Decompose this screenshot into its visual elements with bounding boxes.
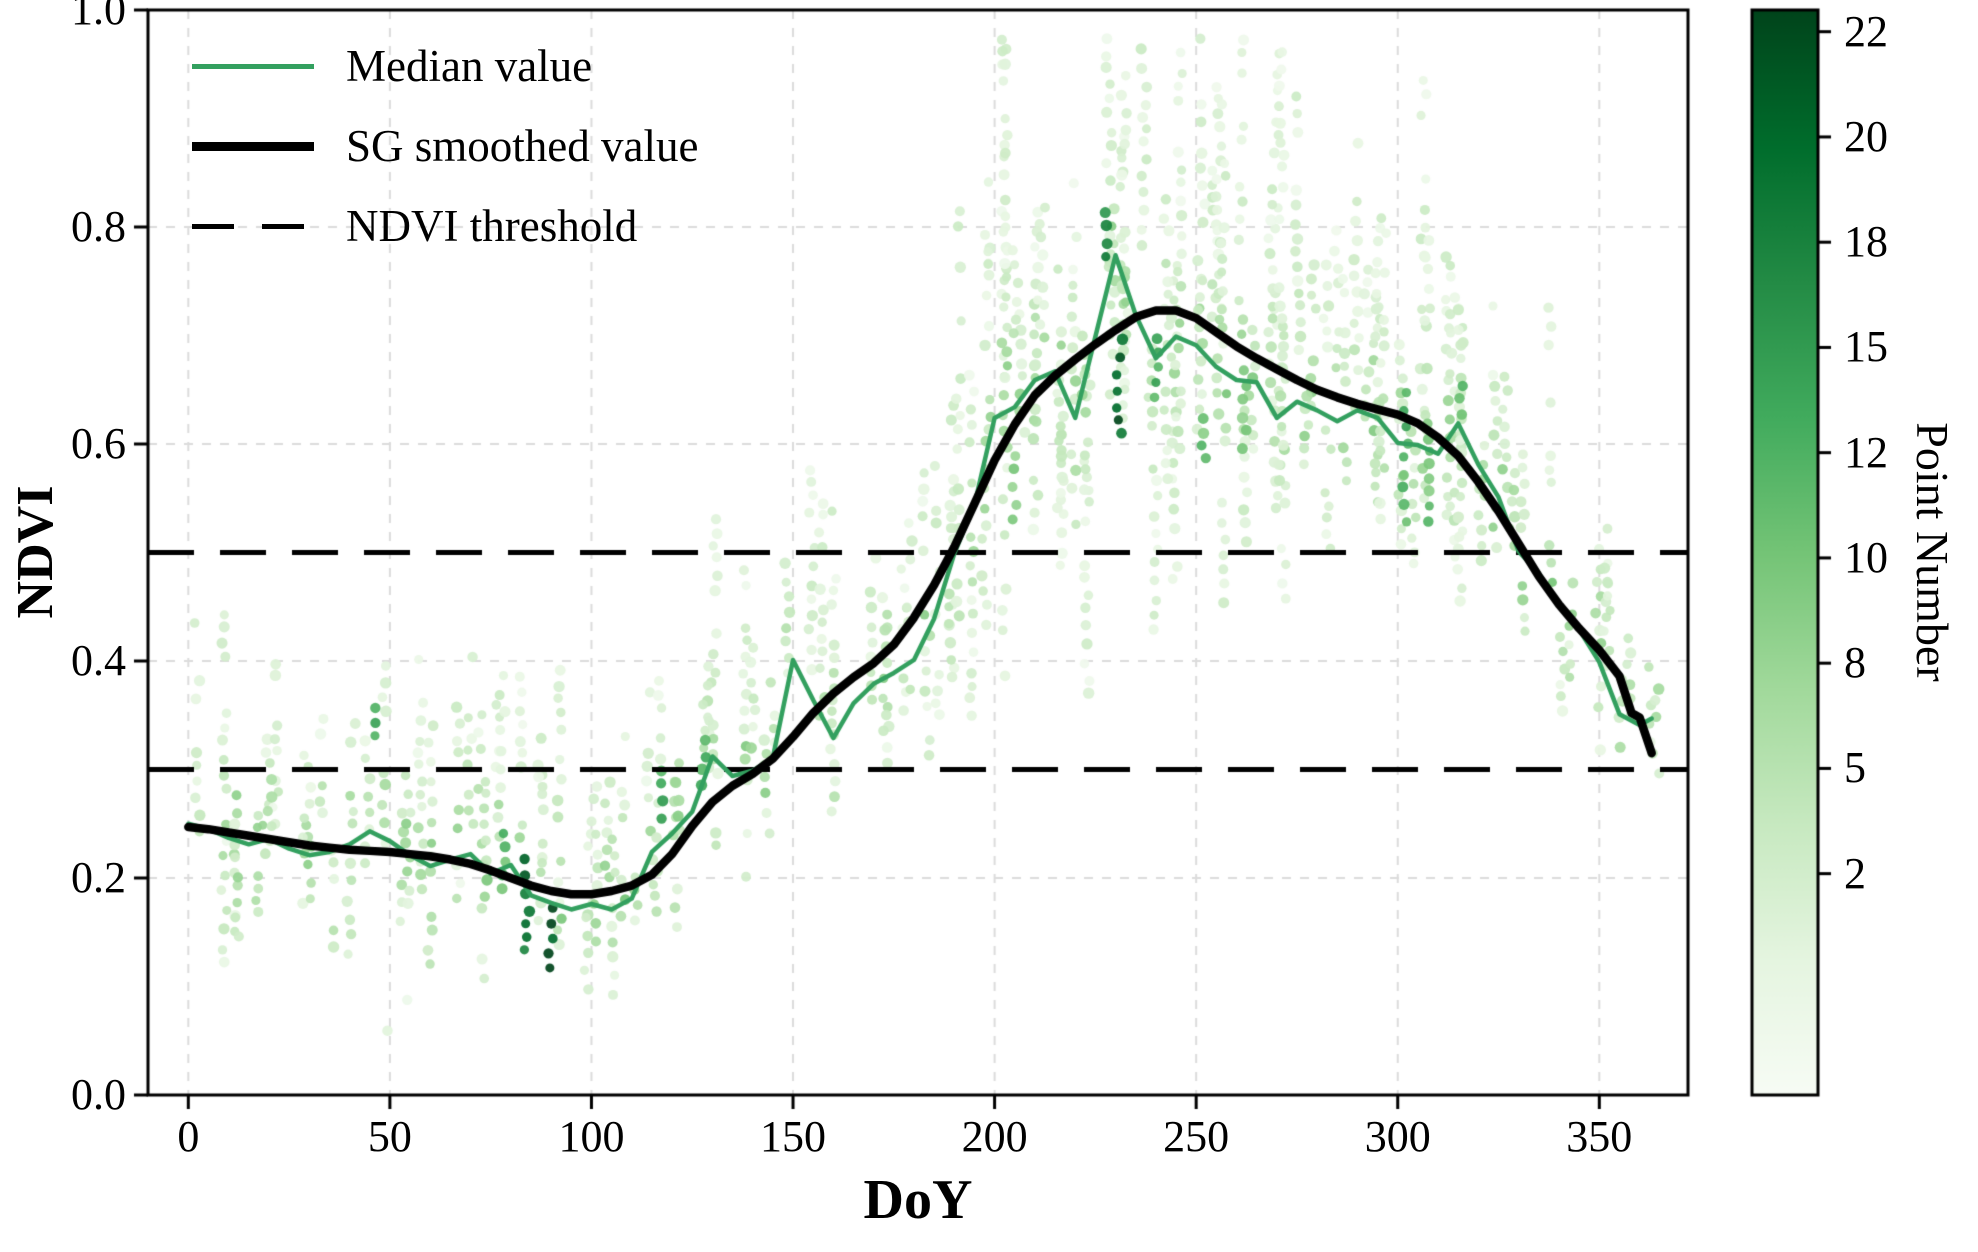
y-tick-label: 0.0: [71, 1070, 126, 1119]
colorbar-tick-label: 15: [1844, 322, 1888, 372]
colorbar-tick-label: 10: [1844, 532, 1888, 582]
legend-item-median: Median value: [192, 26, 698, 106]
legend-label-median: Median value: [346, 41, 593, 91]
sg-line-swatch: [192, 141, 314, 151]
x-tick-label: 300: [1364, 1112, 1431, 1161]
y-tick-label: 0.6: [71, 419, 126, 468]
x-tick-label: 350: [1566, 1112, 1633, 1161]
x-tick-label: 200: [961, 1112, 1028, 1161]
median-line-swatch: [192, 63, 314, 69]
colorbar-tick-label: 22: [1844, 6, 1888, 56]
colorbar-tick-label: 20: [1844, 111, 1888, 161]
y-tick-label: 1.0: [71, 0, 126, 34]
x-tick-label: 250: [1163, 1112, 1230, 1161]
colorbar-tick-label: 5: [1844, 743, 1866, 793]
colorbar-tick-label: 12: [1844, 427, 1888, 477]
y-tick-label: 0.4: [71, 636, 126, 685]
threshold-line-swatch: [192, 223, 314, 229]
legend: Median value SG smoothed value NDVI thre…: [192, 26, 698, 266]
x-axis-title: DoY: [863, 1169, 973, 1231]
legend-item-sg: SG smoothed value: [192, 106, 698, 186]
colorbar-tick-label: 18: [1844, 217, 1888, 267]
x-tick-label: 50: [367, 1112, 412, 1161]
colorbar-tick-label: 2: [1844, 848, 1866, 898]
y-tick-label: 0.2: [71, 853, 126, 902]
legend-label-threshold: NDVI threshold: [346, 201, 638, 251]
legend-item-threshold: NDVI threshold: [192, 186, 698, 266]
x-tick-label: 100: [558, 1112, 625, 1161]
legend-label-sg: SG smoothed value: [346, 121, 699, 171]
y-tick-label: 0.8: [71, 202, 126, 251]
colorbar-tick-label: 8: [1844, 638, 1866, 688]
x-tick-label: 150: [760, 1112, 827, 1161]
x-tick-label: 0: [177, 1112, 200, 1161]
